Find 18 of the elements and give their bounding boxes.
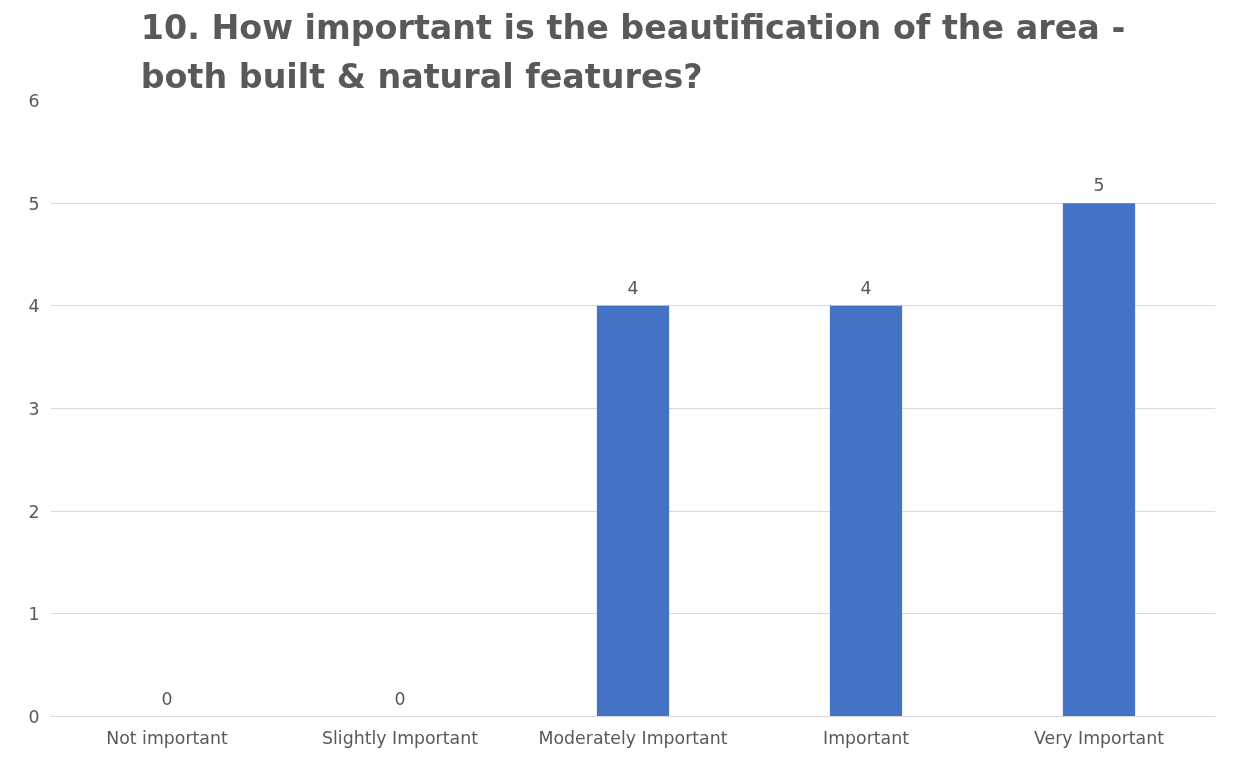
x-tick-label: Slightly Important <box>322 727 479 748</box>
y-tick-label: 1 <box>28 604 40 625</box>
data-label: 0 <box>161 688 173 709</box>
data-label: 4 <box>627 277 639 298</box>
chart-title: 10. How important is the beautification of the area - both built & natural features? <box>140 7 1126 96</box>
data-label: 0 <box>394 688 406 709</box>
x-tick-label: Very Important <box>1034 727 1165 748</box>
x-tick-label: Important <box>823 727 910 748</box>
y-tick-label: 0 <box>28 707 40 727</box>
data-label: 4 <box>860 277 872 298</box>
data-label: 5 <box>1093 175 1105 196</box>
x-tick-label: Moderately Important <box>538 727 728 748</box>
y-tick-label: 4 <box>28 296 40 317</box>
y-tick-label: 3 <box>28 399 40 419</box>
x-tick-label: Not important <box>106 727 228 748</box>
y-tick-label: 2 <box>28 501 40 522</box>
y-tick-label: 5 <box>28 193 40 214</box>
y-tick-label: 6 <box>28 91 40 111</box>
